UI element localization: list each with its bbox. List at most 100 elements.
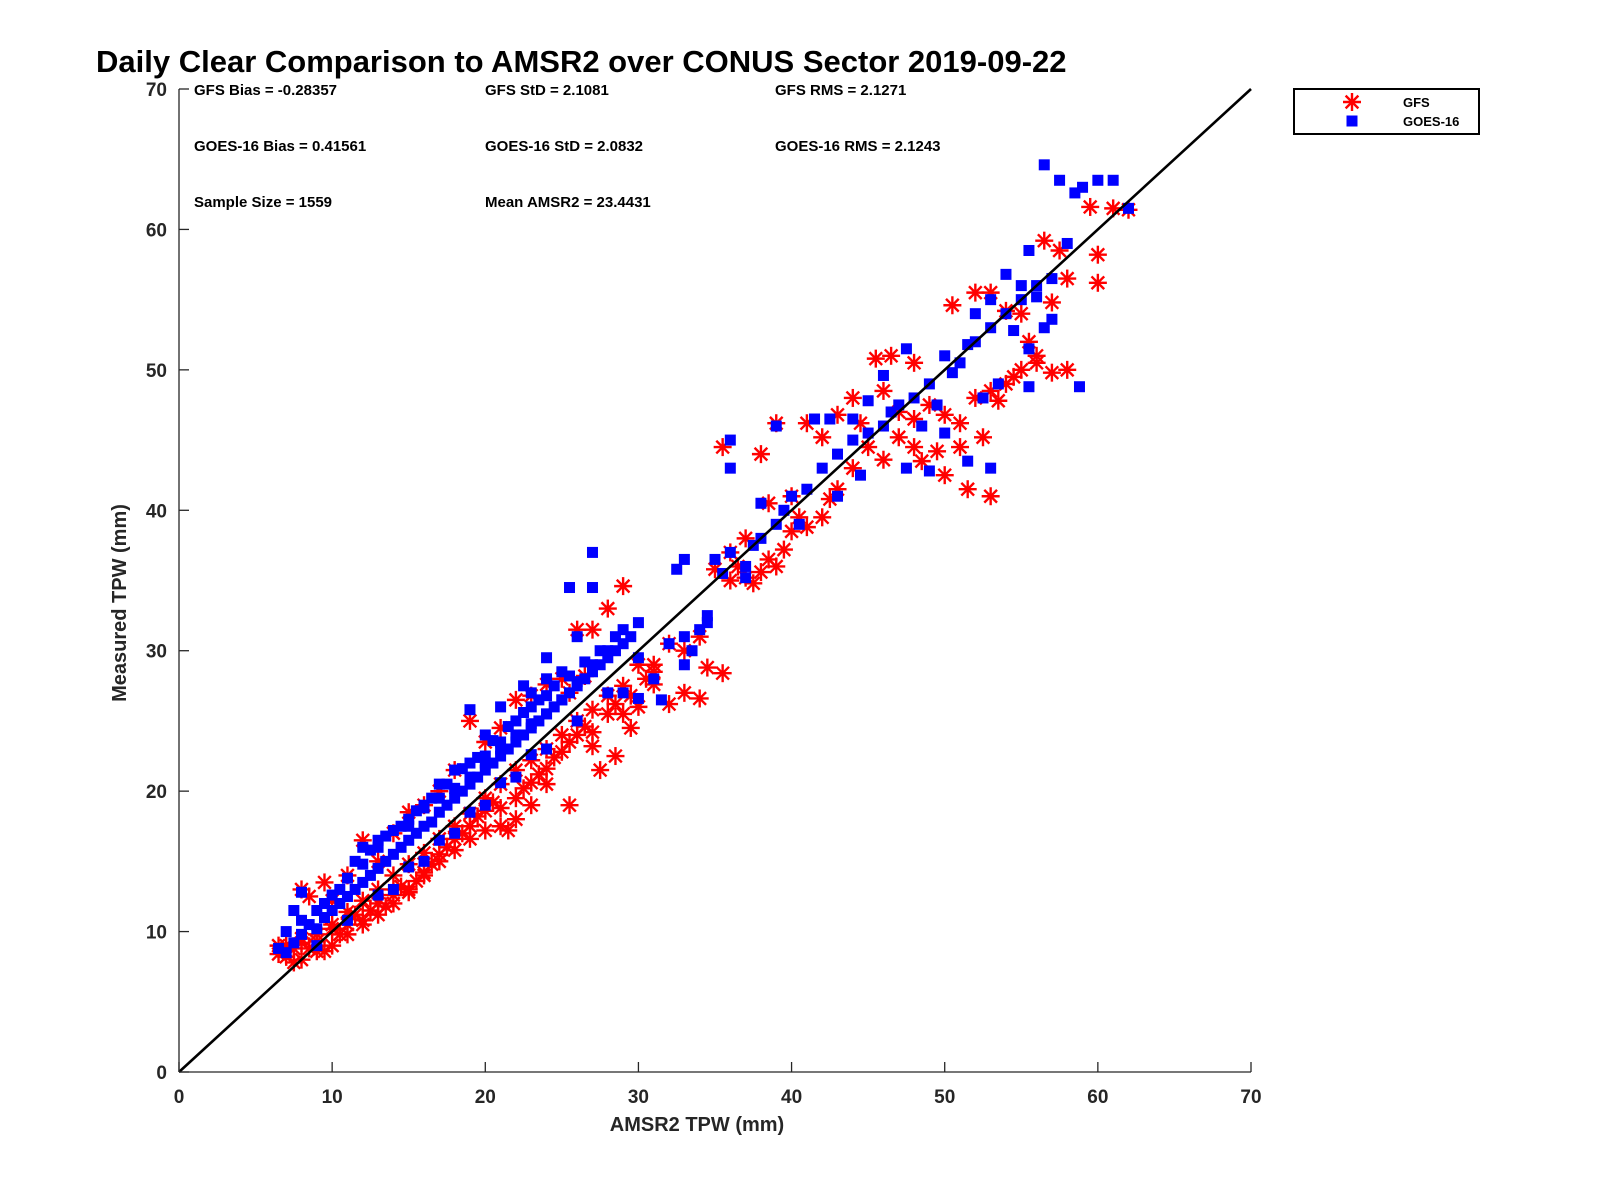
stat-gfs-std: GFS StD = 2.1081 <box>485 82 609 99</box>
goes16-point <box>349 883 361 895</box>
goes16-point <box>303 919 315 931</box>
goes16-point <box>495 736 507 748</box>
goes16-point <box>847 413 859 425</box>
goes16-point <box>824 413 836 425</box>
gfs-point <box>1042 293 1061 312</box>
goes16-point <box>586 666 598 678</box>
goes16-point <box>877 369 889 381</box>
x-tick-label: 40 <box>781 1087 802 1108</box>
goes16-point <box>441 778 453 790</box>
gfs-point <box>1081 197 1100 216</box>
goes16-point <box>556 666 568 678</box>
stat-gfs-bias: GFS Bias = -0.28357 <box>194 82 337 99</box>
goes16-point <box>349 855 361 867</box>
gfs-point <box>943 296 962 315</box>
goes16-point <box>617 687 629 699</box>
goes16-point <box>778 504 790 516</box>
goes16-point <box>502 743 514 755</box>
goes16-point <box>472 771 484 783</box>
goes16-point <box>832 490 844 502</box>
goes16-point <box>701 617 713 629</box>
goes16-point <box>495 701 507 713</box>
goes16-point <box>433 834 445 846</box>
goes16-point <box>357 858 369 870</box>
goes16-point <box>426 792 438 804</box>
goes16-point <box>632 617 644 629</box>
goes16-point <box>809 413 821 425</box>
goes16-point <box>525 718 537 730</box>
goes16-point <box>900 462 912 474</box>
y-tick-label: 60 <box>146 220 167 241</box>
gfs-point <box>713 664 732 683</box>
goes16-point <box>969 308 981 320</box>
goes16-point <box>724 462 736 474</box>
goes16-point <box>632 652 644 664</box>
gfs-point <box>767 557 786 576</box>
goes16-point <box>709 553 721 565</box>
gfs-point <box>751 445 770 464</box>
goes16-point <box>410 827 422 839</box>
gfs-point <box>951 438 970 457</box>
goes16-point <box>617 624 629 636</box>
gfs-point <box>369 905 388 924</box>
gfs-point <box>537 775 556 794</box>
gfs-point <box>935 466 954 485</box>
goes16-point <box>602 645 614 657</box>
legend: GFS GOES-16 <box>1293 88 1480 135</box>
goes16-point <box>311 905 323 917</box>
y-axis-label: Measured TPW (mm) <box>109 504 131 702</box>
goes16-point <box>541 690 553 702</box>
goes16-point <box>609 631 621 643</box>
gfs-point <box>966 283 985 302</box>
gfs-point <box>606 747 625 766</box>
goes16-point <box>862 395 874 407</box>
goes16-point <box>671 563 683 575</box>
gfs-point <box>315 873 334 892</box>
gfs-point <box>514 779 533 798</box>
legend-label-gfs: GFS <box>1403 95 1430 110</box>
goes16-point <box>357 876 369 888</box>
gfs-point <box>1058 360 1077 379</box>
goes16-point <box>541 673 553 685</box>
goes16-point <box>556 694 568 706</box>
goes16-point <box>341 890 353 902</box>
goes16-point <box>510 771 522 783</box>
goes16-point <box>1077 181 1089 193</box>
goes16-point <box>1023 381 1035 393</box>
goes16-point <box>786 490 798 502</box>
gfs-point <box>912 452 931 471</box>
goes16-point <box>479 764 491 776</box>
legend-square-icon <box>1346 115 1358 127</box>
gfs-point <box>889 428 908 447</box>
goes16-point <box>326 889 338 901</box>
x-axis-label: AMSR2 TPW (mm) <box>610 1114 784 1136</box>
goes16-point <box>1122 202 1134 214</box>
goes16-point <box>946 367 958 379</box>
goes16-point <box>571 715 583 727</box>
gfs-point <box>614 704 633 723</box>
gfs-point <box>591 761 610 780</box>
goes16-point <box>510 715 522 727</box>
goes16-point <box>410 805 422 817</box>
goes16-point <box>472 751 484 763</box>
one-to-one-line <box>178 88 1252 1073</box>
gfs-point <box>905 438 924 457</box>
goes16-point <box>479 729 491 741</box>
legend-box <box>1293 88 1480 135</box>
gfs-point <box>698 658 717 677</box>
goes16-point <box>525 749 537 761</box>
y-tick-label: 30 <box>146 642 167 663</box>
goes16-point <box>854 469 866 481</box>
goes16-point <box>518 680 530 692</box>
goes16-point <box>495 777 507 789</box>
goes16-point <box>900 343 912 355</box>
goes16-point <box>296 886 308 898</box>
goes16-point <box>816 462 828 474</box>
gfs-point <box>866 349 885 368</box>
goes16-point <box>701 610 713 622</box>
gfs-point <box>774 540 793 559</box>
gfs-point <box>537 759 556 778</box>
goes16-point <box>1107 174 1119 186</box>
goes16-point <box>541 708 553 720</box>
gfs-point <box>958 480 977 499</box>
